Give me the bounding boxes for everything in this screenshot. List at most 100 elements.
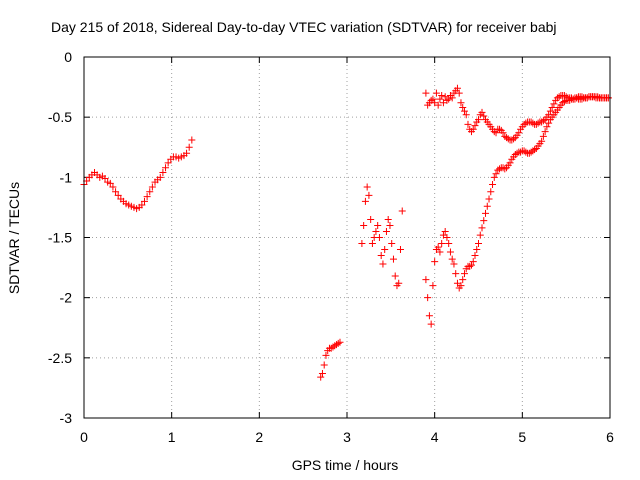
data-point (389, 255, 397, 263)
data-point (386, 221, 394, 229)
data-point (448, 255, 456, 263)
data-point (562, 93, 570, 101)
data-point (398, 207, 406, 215)
data-point (496, 125, 504, 133)
plot-frame (83, 56, 611, 419)
data-point (482, 209, 490, 217)
data-point (511, 150, 519, 158)
data-point (490, 128, 498, 136)
data-point (334, 339, 342, 347)
data-point (546, 107, 554, 115)
data-point (515, 129, 523, 137)
data-point (501, 132, 509, 140)
y-tick-label: -2 (60, 290, 73, 306)
data-point (573, 94, 581, 102)
data-point (434, 243, 442, 251)
data-point (368, 240, 376, 248)
data-point (450, 260, 458, 268)
data-point (439, 99, 447, 107)
y-tick-label: 0 (64, 49, 72, 65)
y-tick-label: -3 (60, 410, 73, 426)
data-point (476, 231, 484, 239)
data-point (469, 258, 477, 266)
data-point (471, 252, 479, 260)
data-point (431, 99, 439, 107)
data-point (462, 111, 470, 119)
data-point (550, 100, 558, 108)
data-point (532, 120, 540, 128)
data-point (555, 93, 563, 101)
data-point (467, 261, 475, 269)
x-tick-label: 0 (80, 429, 88, 445)
y-tick-label: -0.5 (48, 109, 72, 125)
data-point (531, 146, 539, 154)
data-point (114, 191, 122, 199)
data-point (365, 191, 373, 199)
data-point (381, 246, 389, 254)
data-point (501, 165, 509, 173)
data-point (162, 164, 170, 172)
data-point (429, 95, 437, 103)
data-point (318, 369, 326, 377)
data-point (478, 108, 486, 116)
data-point (460, 270, 468, 278)
data-point (367, 215, 375, 223)
data-point (489, 181, 497, 189)
data-point (336, 338, 344, 346)
data-point (320, 361, 328, 369)
data-point (457, 99, 465, 107)
data-point (541, 128, 549, 136)
data-point (538, 137, 546, 145)
data-point (443, 96, 451, 104)
data-point (469, 125, 477, 133)
data-point (520, 147, 528, 155)
data-point (522, 119, 530, 127)
data-point (459, 276, 467, 284)
data-point (327, 344, 335, 352)
data-point (520, 120, 528, 128)
data-point (396, 246, 404, 254)
y-tick-label: -2.5 (48, 350, 72, 366)
x-tick-label: 2 (255, 429, 263, 445)
data-point (443, 234, 451, 241)
y-axis-label: SDTVAR / TECUs (6, 182, 22, 294)
data-point (499, 129, 507, 137)
y-tick-label: -1.5 (48, 230, 72, 246)
data-point (460, 107, 468, 115)
data-point (432, 89, 440, 97)
data-point (422, 276, 430, 284)
data-point (434, 101, 442, 109)
x-tick-label: 1 (168, 429, 176, 445)
data-point (578, 93, 586, 101)
data-point (358, 240, 366, 248)
x-tick-label: 6 (606, 429, 614, 445)
data-point (446, 248, 454, 256)
data-point (485, 195, 493, 203)
data-point (445, 95, 453, 103)
data-point (441, 93, 449, 101)
data-point (492, 170, 500, 178)
data-point (322, 351, 330, 359)
x-tick-label: 4 (431, 429, 439, 445)
data-point (545, 111, 553, 119)
data-point (453, 279, 461, 287)
data-point (457, 282, 465, 290)
data-point (492, 129, 500, 137)
grid-lines (84, 57, 610, 418)
data-point (360, 221, 368, 229)
data-point (445, 240, 453, 248)
data-point (106, 179, 114, 187)
data-point (473, 246, 481, 254)
data-point (455, 89, 463, 97)
data-point (553, 94, 561, 102)
data-point (183, 149, 191, 157)
data-point (427, 96, 435, 104)
data-point (525, 149, 533, 157)
data-point (379, 260, 387, 268)
data-points (80, 84, 612, 381)
data-point (539, 117, 547, 125)
data-point (156, 173, 164, 181)
data-point (560, 92, 568, 100)
data-point (424, 294, 432, 302)
